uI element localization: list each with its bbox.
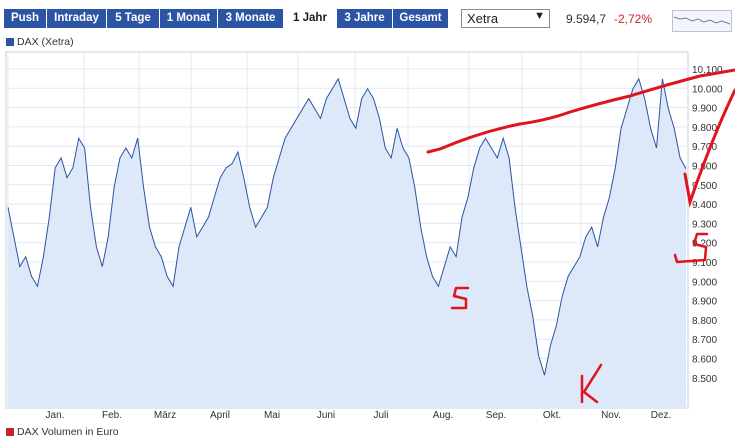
- x-tick-label: April: [210, 410, 230, 421]
- exchange-select[interactable]: Xetra ▼: [461, 9, 550, 28]
- y-tick-label: 8.900: [692, 297, 717, 308]
- period-5-tage-button[interactable]: 5 Tage: [107, 9, 159, 28]
- x-tick-label: Aug.: [433, 410, 454, 421]
- y-tick-label: 10.000: [692, 84, 723, 95]
- last-price: 9.594,7: [566, 12, 607, 26]
- x-tick-label: Sep.: [486, 410, 507, 421]
- x-tick-label: Nov.: [601, 410, 621, 421]
- x-tick-label: März: [154, 410, 176, 421]
- chevron-down-icon: ▼: [534, 10, 545, 22]
- period-intraday-button[interactable]: Intraday: [47, 9, 106, 28]
- period-3-jahre-button[interactable]: 3 Jahre: [337, 9, 392, 28]
- volume-legend: DAX Volumen in Euro: [6, 426, 119, 438]
- volume-legend-label: DAX Volumen in Euro: [17, 426, 119, 438]
- price-line: [7, 77, 687, 376]
- arrow-annotation: [683, 88, 735, 208]
- price-area: [8, 78, 686, 409]
- price-change: -2,72%: [614, 12, 653, 26]
- period-1-monat-button[interactable]: 1 Monat: [160, 9, 217, 28]
- x-tick-label: Juni: [317, 410, 335, 421]
- y-tick-label: 9.900: [692, 104, 717, 115]
- exchange-select-value: Xetra: [467, 11, 499, 26]
- toolbar: Push Intraday 5 Tage 1 Monat 3 Monate 1 …: [0, 0, 735, 36]
- period-3-monate-button[interactable]: 3 Monate: [218, 9, 283, 28]
- y-tick-label: 9.200: [692, 239, 717, 250]
- x-tick-label: Jan.: [46, 410, 65, 421]
- y-tick-label: 9.000: [692, 277, 717, 288]
- period-gesamt-button[interactable]: Gesamt: [393, 9, 448, 28]
- x-tick-label: Dez.: [651, 410, 672, 421]
- y-tick-label: 9.800: [692, 123, 717, 134]
- y-tick-label: 10.100: [692, 65, 723, 76]
- y-tick-label: 9.700: [692, 142, 717, 153]
- annotations: [426, 68, 735, 404]
- s-mark-left: [450, 286, 470, 310]
- legend-label: DAX (Xetra): [17, 36, 74, 48]
- sparkline-thumbnail[interactable]: [672, 10, 732, 32]
- trendline-annotation: [426, 68, 735, 154]
- period-1-jahr-button[interactable]: 1 Jahr: [284, 9, 336, 28]
- y-tick-label: 9.600: [692, 162, 717, 173]
- y-tick-label: 8.500: [692, 374, 717, 385]
- y-tick-label: 8.800: [692, 316, 717, 327]
- x-tick-label: Okt.: [543, 410, 561, 421]
- volume-legend-swatch: [6, 428, 14, 436]
- y-tick-label: 9.400: [692, 200, 717, 211]
- sparkline-line: [673, 16, 731, 25]
- x-tick-label: Mai: [264, 410, 280, 421]
- y-tick-label: 8.600: [692, 355, 717, 366]
- y-tick-label: 9.100: [692, 258, 717, 269]
- y-tick-label: 9.300: [692, 219, 717, 230]
- legend-swatch: [6, 38, 14, 46]
- y-tick-label: 8.700: [692, 335, 717, 346]
- y-axis: 10.100 10.000 9.900 9.800 9.700 9.600 9.500 9.4…: [692, 65, 723, 385]
- k-mark: [580, 363, 603, 404]
- x-tick-label: Juli: [373, 410, 388, 421]
- period-push-button[interactable]: Push: [4, 9, 46, 28]
- legend: DAX (Xetra): [6, 36, 74, 48]
- s-mark-right: [673, 232, 709, 264]
- x-axis: Jan. Feb. März April Mai Juni Juli Aug. Sep. Okt.…: [46, 410, 672, 421]
- x-tick-label: Feb.: [102, 410, 122, 421]
- y-tick-label: 9.500: [692, 181, 717, 192]
